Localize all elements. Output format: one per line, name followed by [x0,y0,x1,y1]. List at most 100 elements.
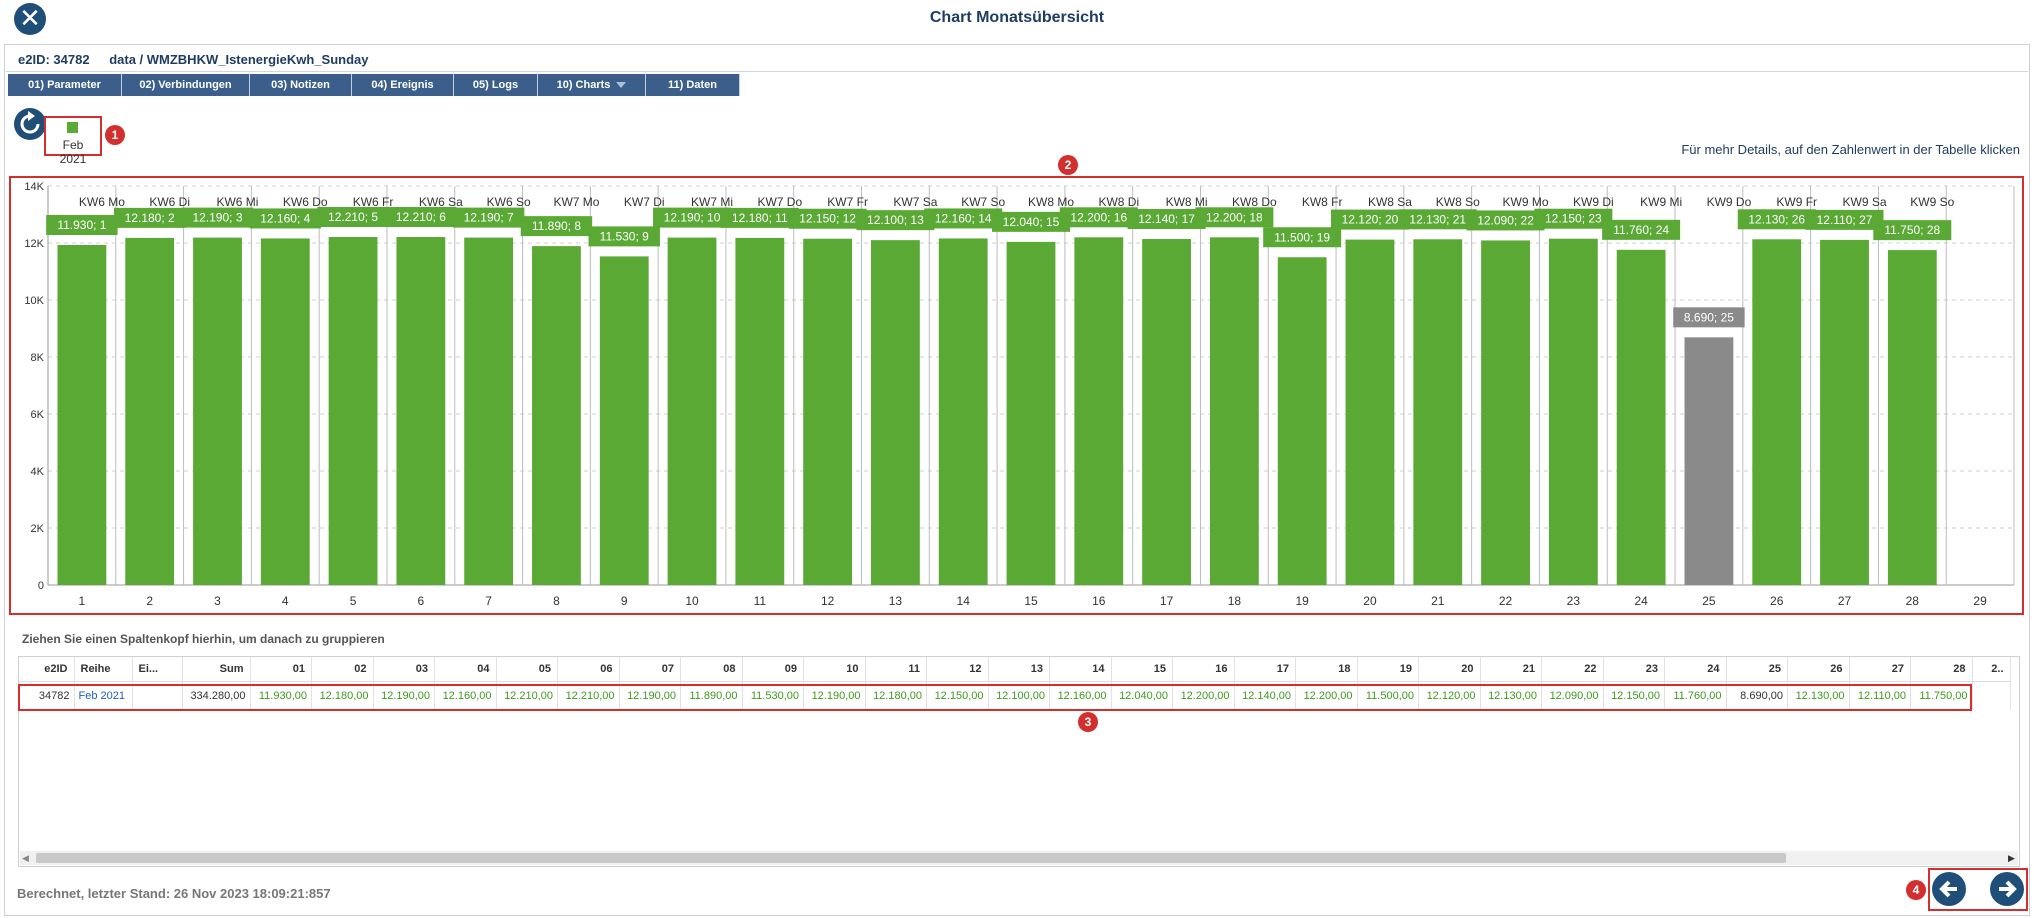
marker-4: 4 [1906,880,1926,900]
day-label: KW8 Mo [1028,195,1074,209]
column-header[interactable]: 14 [1049,657,1112,682]
column-header[interactable]: 17 [1234,657,1296,682]
column-header[interactable]: 04 [434,657,497,682]
column-header[interactable]: 07 [619,657,681,682]
data-label-box [1127,209,1206,230]
x-tick-label: 11 [754,594,767,608]
column-header[interactable]: 03 [373,657,435,682]
data-label: 12.130; 21 [1409,212,1466,226]
table-cell[interactable]: 12.150,00 [926,681,989,710]
column-header[interactable]: 01 [250,657,312,682]
table-cell[interactable]: 12.180,00 [311,681,374,710]
arrow-left-icon[interactable] [1932,872,1966,906]
data-label: 11.530; 9 [600,229,649,243]
tab-daten[interactable]: 11) Daten [646,74,740,96]
tab-notizen[interactable]: 03) Notizen [250,74,352,96]
table-cell[interactable]: 12.190,00 [619,681,681,710]
column-header[interactable]: 10 [803,657,866,682]
table-cell[interactable]: 12.130,00 [1787,681,1850,710]
arrow-right-icon[interactable] [1990,872,2024,906]
table-cell[interactable]: 12.210,00 [496,681,558,710]
column-header[interactable]: Reihe [74,657,133,682]
tab-ereignis[interactable]: 04) Ereignis [352,74,454,96]
column-header[interactable]: 21 [1480,657,1542,682]
table-cell[interactable]: 12.120,00 [1418,681,1481,710]
table-cell[interactable]: 11.500,00 [1357,681,1419,710]
column-header[interactable]: 06 [557,657,620,682]
table-cell[interactable]: 12.160,00 [434,681,497,710]
x-tick-label: 25 [1702,594,1716,608]
x-tick-label: 29 [1973,594,1987,608]
table-cell[interactable]: 12.210,00 [557,681,620,710]
table-cell[interactable]: 12.190,00 [373,681,435,710]
table-cell[interactable]: 11.890,00 [680,681,743,710]
column-header[interactable]: 15 [1111,657,1173,682]
column-header[interactable]: 09 [742,657,804,682]
table-cell[interactable]: 12.100,00 [988,681,1050,710]
column-header[interactable]: 20 [1418,657,1481,682]
column-header[interactable]: 23 [1603,657,1665,682]
data-label: 12.110; 27 [1817,213,1873,227]
day-label: KW8 So [1436,195,1480,209]
marker-2: 2 [1058,155,1078,175]
column-header[interactable]: 25 [1726,657,1788,682]
day-label: KW6 So [487,195,531,209]
table-cell[interactable] [1972,681,2011,710]
data-label: 12.040; 15 [1003,215,1060,229]
data-label-box [1805,209,1884,230]
table-cell[interactable]: 12.200,00 [1295,681,1358,710]
tab-verbindungen[interactable]: 02) Verbindungen [122,74,250,96]
column-header[interactable]: 2.. [1972,657,2011,682]
column-header[interactable]: 12 [926,657,989,682]
close-icon[interactable]: ✕ [14,3,46,35]
table-cell[interactable]: 11.750,00 [1910,681,1973,710]
column-header[interactable]: 16 [1172,657,1235,682]
column-header[interactable]: 05 [496,657,558,682]
data-label: 11.760; 24 [1613,223,1669,237]
tab-logs[interactable]: 05) Logs [454,74,538,96]
tab-charts[interactable]: 10) Charts [538,74,646,96]
table-cell[interactable]: 12.140,00 [1234,681,1296,710]
table-cell[interactable]: 8.690,00 [1726,681,1788,710]
column-header[interactable]: 02 [311,657,374,682]
x-tick-label: 22 [1499,594,1513,608]
legend-swatch[interactable] [67,122,78,133]
scrollbar-thumb[interactable] [36,853,1786,863]
data-label-box [1673,307,1745,328]
table-cell[interactable]: 12.200,00 [1172,681,1235,710]
column-header[interactable]: 18 [1295,657,1358,682]
legend-label[interactable]: Feb 2021 [59,138,87,166]
table-cell[interactable]: 12.110,00 [1849,681,1911,710]
column-header[interactable]: 26 [1787,657,1850,682]
column-header[interactable]: Ei... [132,657,183,682]
column-header[interactable]: 28 [1910,657,1973,682]
y-tick-label: 6K [31,409,45,421]
column-header[interactable]: 22 [1541,657,1604,682]
table-cell[interactable]: 11.530,00 [742,681,804,710]
tab-parameter[interactable]: 01) Parameter [8,74,122,96]
refresh-icon[interactable] [14,108,46,140]
table-cell[interactable]: 12.160,00 [1049,681,1112,710]
table-cell[interactable]: 12.090,00 [1541,681,1604,710]
column-header[interactable]: 19 [1357,657,1419,682]
table-cell[interactable]: 11.760,00 [1664,681,1727,710]
scroll-right-icon[interactable]: ▶ [2008,853,2015,863]
column-header[interactable]: 13 [988,657,1050,682]
scroll-left-icon[interactable]: ◀ [22,853,29,863]
table-cell[interactable]: 12.190,00 [803,681,866,710]
table-cell[interactable]: 11.930,00 [250,681,312,710]
column-header[interactable]: 24 [1664,657,1727,682]
day-label: KW8 Mi [1166,195,1208,209]
table-cell[interactable]: 12.150,00 [1603,681,1665,710]
table-cell[interactable]: 12.180,00 [865,681,927,710]
table-cell[interactable]: 12.040,00 [1111,681,1173,710]
chevron-down-icon[interactable] [616,82,627,89]
column-header[interactable]: 27 [1849,657,1911,682]
data-label-box [1195,207,1274,228]
column-header[interactable]: Sum [182,657,251,682]
data-label-box [249,208,321,229]
column-header[interactable]: 08 [680,657,743,682]
column-header[interactable]: e2ID [19,657,75,682]
column-header[interactable]: 11 [865,657,927,682]
table-cell[interactable]: 12.130,00 [1480,681,1542,710]
